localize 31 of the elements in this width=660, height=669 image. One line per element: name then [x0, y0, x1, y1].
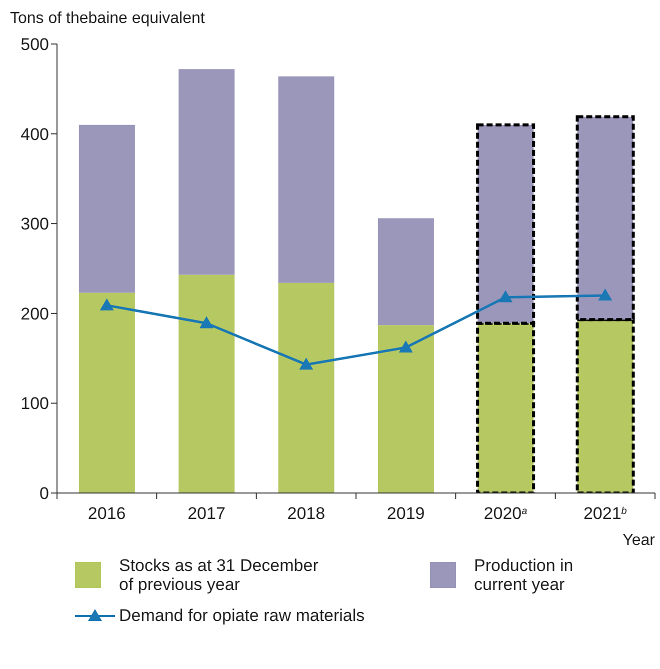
bar — [78, 292, 135, 493]
x-tick-label: 2021$^{b}$ — [583, 504, 628, 523]
x-tick-label: 2016 — [88, 504, 126, 523]
x-tick-label: 2018 — [287, 504, 326, 523]
bar — [278, 76, 334, 283]
point — [200, 316, 214, 328]
legend-label: Demand for opiate raw materials — [119, 606, 365, 625]
y-axis-title: Tons of thebaine equivalent — [9, 9, 206, 29]
bar — [178, 274, 235, 493]
x-axis-title: Year — [622, 532, 656, 549]
point — [299, 358, 314, 370]
y-tick-label: 200 — [20, 304, 49, 324]
legend-label: Stocks as at 31 December of previous year — [119, 556, 320, 594]
point — [598, 288, 612, 300]
point — [498, 290, 512, 302]
y-tick-label: 500 — [20, 35, 49, 54]
legend-label: Production in current year — [474, 556, 574, 594]
bar — [178, 69, 235, 275]
bar — [278, 282, 334, 493]
point — [100, 298, 114, 310]
y-tick-label: 400 — [20, 124, 49, 144]
y-tick-label: 100 — [20, 394, 49, 414]
point — [398, 340, 413, 353]
x-tick-label: 2019 — [386, 504, 425, 523]
bar — [378, 325, 434, 493]
y-tick-label: 300 — [20, 214, 49, 234]
y-tick-label: 0 — [40, 484, 49, 504]
x-tick-label: 2017 — [188, 504, 226, 523]
bar — [378, 218, 434, 326]
bar — [78, 124, 135, 293]
x-tick-label: 2020$^{a}$ — [484, 504, 528, 523]
